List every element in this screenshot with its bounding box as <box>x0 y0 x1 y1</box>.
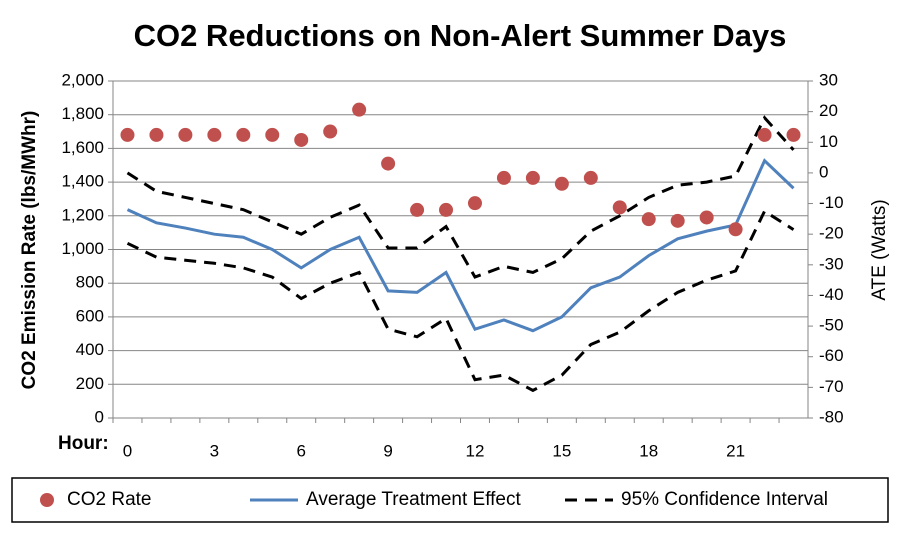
x-tick-label: 3 <box>210 441 219 460</box>
legend-box <box>11 477 889 523</box>
x-tick-label: 15 <box>552 441 571 460</box>
x-tick-label: 18 <box>639 441 658 460</box>
x-tick-label: 12 <box>466 441 485 460</box>
y2-tick-label: 20 <box>819 101 838 120</box>
data-point <box>207 127 222 142</box>
chart-title: CO2 Reductions on Non-Alert Summer Days <box>134 18 787 53</box>
data-point <box>439 202 454 217</box>
y2-tick-label: -60 <box>819 346 844 365</box>
data-point <box>149 127 164 142</box>
data-point <box>757 127 772 142</box>
x-tick-label: 21 <box>726 441 745 460</box>
data-point <box>352 102 367 117</box>
data-point <box>178 127 193 142</box>
data-point <box>496 170 511 185</box>
y2-tick-label: 30 <box>819 70 838 89</box>
y2-tick-label: 10 <box>819 132 838 151</box>
data-point <box>410 202 425 217</box>
x-tick-label: 9 <box>383 441 392 460</box>
ci-lower-line <box>126 209 795 393</box>
x-tick-label: 6 <box>296 441 305 460</box>
y-tick-label: 1,800 <box>61 104 104 123</box>
legend-label: Average Treatment Effect <box>306 489 521 510</box>
data-point <box>236 127 251 142</box>
y2-tick-label: -20 <box>819 224 844 243</box>
data-point <box>467 196 482 211</box>
y2-tick-label: 0 <box>819 162 828 181</box>
x-axis-label: Hour: <box>58 433 109 454</box>
y-tick-label: 2,000 <box>61 70 104 89</box>
y2-tick-label: -70 <box>819 377 844 396</box>
y-tick-label: 1,200 <box>61 205 104 224</box>
y-axis-label: CO2 Emission Rate (lbs/MWhr) <box>19 111 40 390</box>
data-point <box>294 132 309 147</box>
y-tick-label: 800 <box>76 273 104 292</box>
y-tick-label: 200 <box>76 374 104 393</box>
ate-line <box>126 158 795 333</box>
legend-label: 95% Confidence Interval <box>621 489 828 510</box>
data-point <box>786 127 801 142</box>
ci-upper-line <box>126 115 795 279</box>
y-tick-label: 1,400 <box>61 172 104 191</box>
data-point <box>699 210 714 225</box>
data-point <box>265 127 280 142</box>
data-point <box>381 156 396 171</box>
y-tick-label: 1,600 <box>61 138 104 157</box>
y2-tick-label: -50 <box>819 316 844 335</box>
y-tick-label: 0 <box>95 407 104 426</box>
y-tick-label: 600 <box>76 306 104 325</box>
data-point <box>323 124 338 139</box>
y-tick-label: 400 <box>76 340 104 359</box>
data-point <box>612 200 627 215</box>
data-point <box>728 222 743 237</box>
y-tick-label: 1,000 <box>61 239 104 258</box>
data-point <box>583 170 598 185</box>
data-point <box>120 127 135 142</box>
y2-tick-label: -30 <box>819 254 844 273</box>
y2-tick-label: -80 <box>819 407 844 426</box>
x-tick-label: 0 <box>123 441 132 460</box>
data-point <box>554 176 569 191</box>
legend-label: CO2 Rate <box>67 489 151 510</box>
data-point <box>670 213 685 228</box>
y2-tick-label: -40 <box>819 285 844 304</box>
legend-marker <box>40 493 54 507</box>
data-point <box>525 170 540 185</box>
y2-tick-label: -10 <box>819 193 844 212</box>
y2-axis-label: ATE (Watts) <box>869 199 890 300</box>
data-point <box>641 212 656 227</box>
